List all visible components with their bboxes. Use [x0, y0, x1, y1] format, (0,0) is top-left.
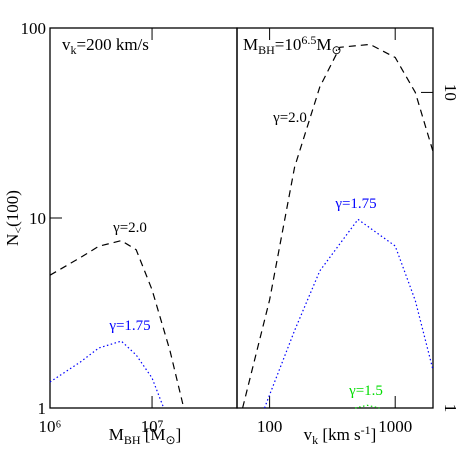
text-part: ] [371, 425, 377, 444]
series-line [49, 239, 184, 405]
text-part: ] [176, 425, 182, 444]
right-frame [236, 27, 434, 409]
text-part: BH [258, 43, 275, 57]
text-part: M [109, 425, 124, 444]
text-part: (100) [3, 190, 22, 227]
text-part: M [316, 35, 331, 54]
text-part: M [243, 35, 258, 54]
y-tick-label: 10 [441, 84, 458, 101]
text-part: =10 [275, 35, 302, 54]
y-tick-label: 1 [441, 404, 458, 413]
text-part: [M [141, 425, 166, 444]
left-frame [49, 27, 238, 409]
y-tick-label: 10 [29, 209, 46, 228]
text-part: v [62, 35, 71, 54]
y-tick-label: 1 [38, 399, 47, 418]
text-part: N [3, 234, 22, 246]
series-label: γ=2.0 [272, 110, 307, 126]
series-line [242, 43, 434, 409]
annotation: MBH=106.5M⊙ [243, 33, 342, 57]
series-label: γ=2.0 [112, 220, 147, 236]
x-axis-label: MBH [M⊙] [109, 425, 182, 447]
x-tick-label: 10⁷ [141, 417, 164, 436]
text-part: k [71, 43, 77, 57]
annotation: vk=200 km/s [62, 35, 149, 57]
series-label: γ=1.75 [334, 196, 376, 212]
text-part: k [312, 433, 318, 447]
text-part: ⊙ [332, 43, 342, 57]
y-tick-label: 100 [21, 19, 47, 38]
text-part: BH [124, 433, 141, 447]
series-line [49, 340, 165, 409]
text-part: v [304, 425, 313, 444]
x-tick-label: 100 [257, 417, 283, 436]
series-label: γ=1.75 [108, 318, 150, 334]
text-part: -1 [361, 423, 371, 437]
x-tick-label: 1000 [378, 417, 412, 436]
series-line [263, 218, 434, 409]
text-part: [km s [318, 425, 361, 444]
y-axis-label: N<(100) [3, 190, 25, 246]
text-part: 6.5 [301, 33, 316, 47]
x-axis-label: vk [km s-1] [304, 423, 377, 447]
text-part: ⊙ [166, 433, 176, 447]
series-line [355, 404, 380, 409]
series-label: γ=1.5 [348, 383, 383, 399]
text-part: < [11, 227, 25, 234]
x-tick-label: 10⁶ [39, 417, 62, 436]
text-part: =200 km/s [77, 35, 149, 54]
